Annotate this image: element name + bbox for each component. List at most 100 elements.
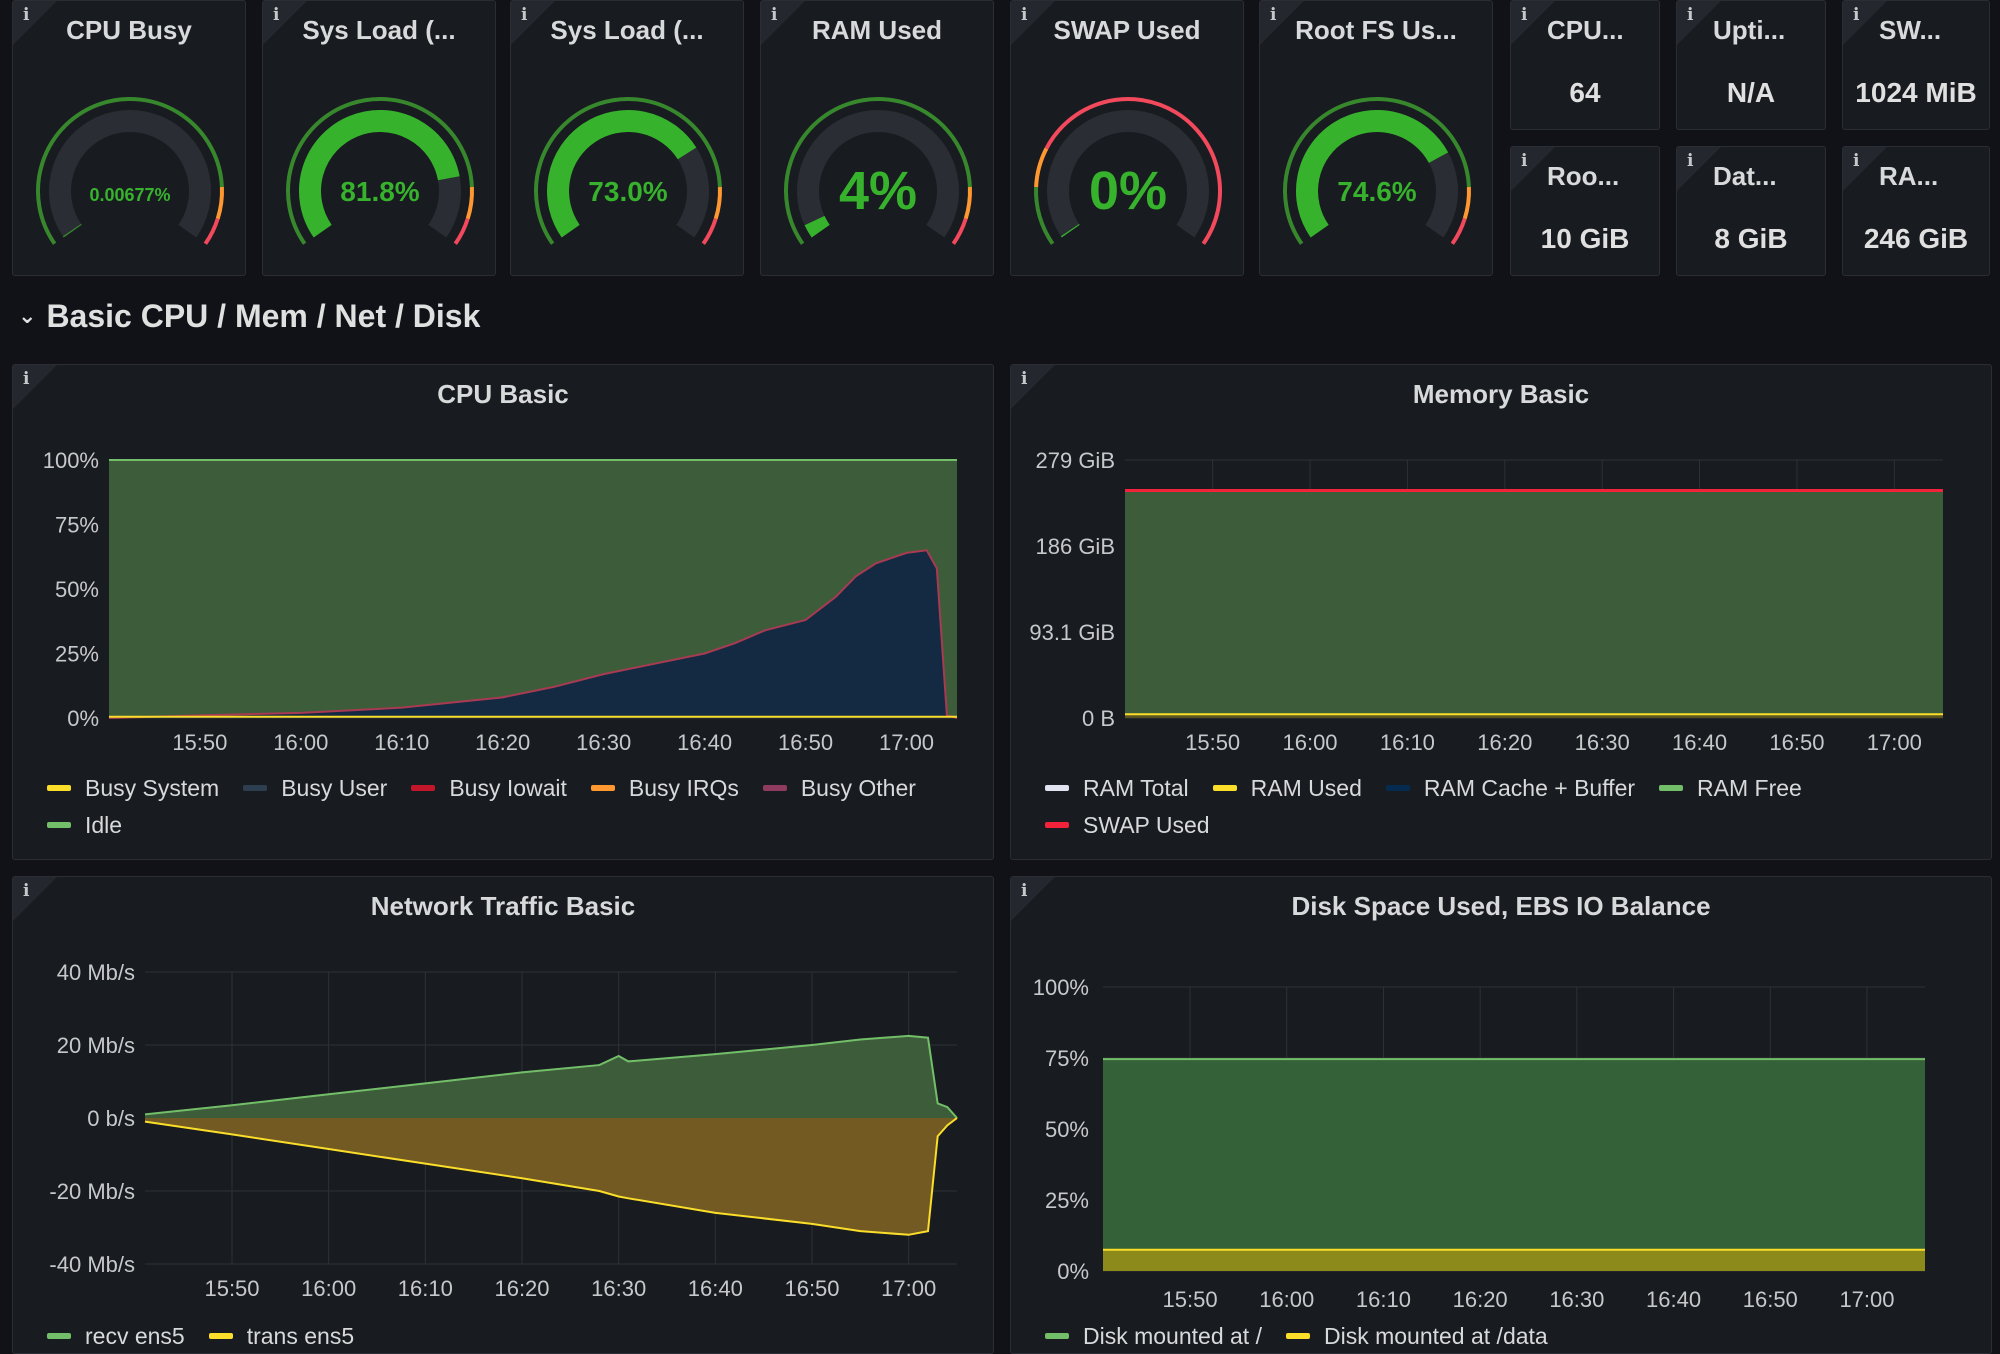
memory-chart[interactable]: 0 B 93.1 GiB 186 GiB 279 GiB 15:50 16:00 16:10… [1011,365,1992,860]
legend-item[interactable]: Disk mounted at /data [1285,1323,1548,1350]
panel-cpu-basic[interactable]: i CPU Basic 0% 25% 50% 75% 100% 15:50 16:00 16:… [12,364,994,860]
stat-panel[interactable]: i CPU... 64 [1510,0,1660,130]
x-tick-label: 15:50 [204,1276,259,1301]
legend-swatch [208,1332,233,1339]
info-corner [1011,365,1055,409]
x-tick-label: 16:00 [301,1276,356,1301]
panel-disk-space[interactable]: i Disk Space Used, EBS IO Balance 0% 25% 5… [1010,876,1992,1354]
info-icon[interactable]: i [1853,151,1860,171]
info-corner [761,1,805,45]
panel-memory-basic[interactable]: i Memory Basic 0 B 93.1 GiB 186 GiB 279 GiB… [1010,364,1992,860]
stat-panel[interactable]: i RA... 246 GiB [1842,146,1990,276]
legend-item[interactable]: RAM Cache + Buffer [1385,775,1635,802]
legend-item[interactable]: Busy IRQs [590,775,739,802]
legend-label: RAM Total [1083,775,1189,801]
gauge-panel[interactable]: i CPU Busy 0.00677% [12,0,246,276]
legend-item[interactable]: Busy User [243,775,387,802]
legend-label: trans ens5 [246,1323,355,1349]
legend-label: SWAP Used [1083,812,1210,838]
gauge-title[interactable]: Root FS Us... [1295,15,1457,45]
gauge-title[interactable]: RAM Used [811,15,942,45]
legend-item[interactable]: Busy System [47,775,219,802]
legend-item[interactable]: Disk mounted at / [1045,1323,1262,1350]
legend-item[interactable]: SWAP Used [1045,812,1210,839]
info-icon[interactable]: i [23,881,30,901]
info-icon[interactable]: i [273,5,280,25]
gauge-title[interactable]: Sys Load (... [550,15,704,45]
stat-panel[interactable]: i SW... 1024 MiB [1842,0,1990,130]
info-icon[interactable]: i [1521,151,1528,171]
stat-panel[interactable]: i Roo... 10 GiB [1510,146,1660,276]
x-tick-label: 17:00 [1839,1287,1894,1312]
x-tick-label: 16:00 [1282,730,1337,755]
stat-title[interactable]: Upti... [1713,15,1786,45]
stat-title[interactable]: CPU... [1547,15,1624,45]
legend-swatch [762,784,787,791]
gauge-panel[interactable]: i Sys Load (... 73.0% [510,0,744,276]
info-icon[interactable]: i [771,5,778,25]
legend-item[interactable]: RAM Free [1659,775,1802,802]
stat-panel[interactable]: i Dat... 8 GiB [1676,146,1826,276]
info-icon[interactable]: i [1521,5,1528,25]
y-tick-label: 25% [1045,1188,1089,1213]
stat-title[interactable]: Roo... [1547,161,1620,191]
info-icon[interactable]: i [1270,5,1277,25]
panel-title[interactable]: Disk Space Used, EBS IO Balance [1291,891,1711,921]
legend-item[interactable]: recv ens5 [47,1323,185,1350]
disk-chart[interactable]: 0% 25% 50% 75% 100% 15:50 16:00 16:10 16:20 16:30… [1011,877,1992,1354]
panel-title[interactable]: Memory Basic [1412,379,1590,409]
gauge-panel[interactable]: i Sys Load (... 81.8% [262,0,496,276]
x-tick-label: 16:00 [273,730,328,755]
cpu-chart[interactable]: 0% 25% 50% 75% 100% 15:50 16:00 16:10 16:20 16:30… [13,365,994,860]
x-tick-label: 15:50 [172,730,227,755]
gauge-value-arc [62,223,82,238]
series-recv-area [145,1035,957,1118]
gauge-title[interactable]: CPU Busy [66,15,192,45]
legend-swatch [1285,1332,1310,1339]
gauge-panel[interactable]: i SWAP Used 0% [1010,0,1244,276]
info-icon[interactable]: i [1021,881,1028,901]
x-tick-label: 16:20 [1453,1287,1508,1312]
legend-item[interactable]: RAM Total [1045,775,1189,802]
panel-title[interactable]: Network Traffic Basic [370,891,636,921]
info-icon[interactable]: i [1687,151,1694,171]
stat-title[interactable]: Dat... [1713,161,1777,191]
legend-item[interactable]: trans ens5 [208,1323,355,1350]
info-icon[interactable]: i [23,5,30,25]
threshold-arc [215,186,224,220]
gauge-panel[interactable]: i RAM Used 4% [760,0,994,276]
info-icon[interactable]: i [1853,5,1860,25]
gauge-value-arc [547,110,697,238]
stat-title[interactable]: SW... [1879,15,1942,45]
stat-panel[interactable]: i Upti... N/A [1676,0,1826,130]
series-trans-area [145,1118,957,1235]
legend-swatch [47,821,71,828]
chart-legend: Busy System Busy User Busy Iowait Busy IRQs… [47,775,983,849]
x-tick-label: 16:50 [1769,730,1824,755]
legend-swatch [1385,784,1410,791]
stat-title[interactable]: RA... [1879,161,1939,191]
info-icon[interactable]: i [1021,5,1028,25]
legend-item[interactable]: Idle [47,812,122,839]
legend-item[interactable]: RAM Used [1212,775,1362,802]
panel-title[interactable]: CPU Basic [437,379,569,409]
info-icon[interactable]: i [1021,369,1028,389]
panel-network-traffic[interactable]: i Network Traffic Basic -40 Mb/s -20 Mb/s… [12,876,994,1354]
info-corner [1511,147,1555,191]
gauge-track [1047,110,1209,238]
gauge-title[interactable]: SWAP Used [1053,15,1201,45]
info-icon[interactable]: i [23,369,30,389]
gauge-title[interactable]: Sys Load (... [302,15,456,45]
info-icon[interactable]: i [1687,5,1694,25]
gauge-track [797,110,959,238]
row-header[interactable]: ⌄ Basic CPU / Mem / Net / Disk [18,298,480,335]
y-tick-label: 100% [1033,975,1089,1000]
legend-item[interactable]: Busy Other [762,775,916,802]
info-icon[interactable]: i [521,5,528,25]
network-chart[interactable]: -40 Mb/s -20 Mb/s 0 b/s 20 Mb/s 40 Mb/s 15:50… [13,877,994,1354]
stat-value: 10 GiB [1540,223,1630,254]
info-corner [1011,1,1055,45]
gauge: 4% [784,97,972,245]
legend-item[interactable]: Busy Iowait [411,775,567,802]
gauge-panel[interactable]: i Root FS Us... 74.6% [1259,0,1493,276]
